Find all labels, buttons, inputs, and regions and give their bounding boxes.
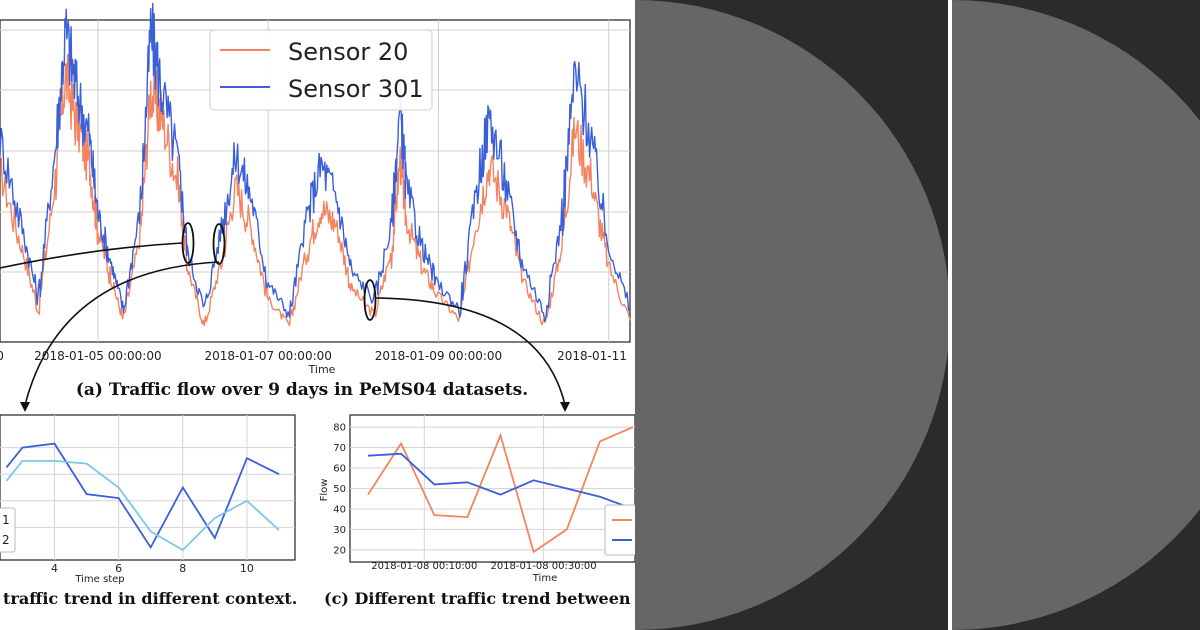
chart-b-frame (0, 414, 296, 561)
chart-b-caption: traffic trend in different context. (3, 589, 297, 608)
x-tick-label: 2018-01-07 00:00:00 (204, 349, 331, 363)
x-tick-label: 4 (51, 562, 58, 575)
chart-a-annotations (0, 222, 570, 412)
series-line-b-1 (5, 442, 280, 550)
annotation-ellipse-1 (181, 222, 195, 264)
annotation-arrow-left (0, 242, 183, 269)
y-tick-label: 80 (333, 423, 346, 434)
half-disc-2 (952, 0, 1200, 630)
chart-a-caption: (a) Traffic flow over 9 days in PeMS04 d… (76, 380, 528, 400)
chart-b-xlabel: Time step (74, 574, 124, 585)
y-tick-label: 70 (333, 443, 346, 454)
x-tick-label: 2018-01-11 (557, 349, 627, 363)
series-line-sensor-301 (0, 2, 631, 323)
chart-b: 1 2 4 6 8 10 Time step traffic trend in … (0, 414, 297, 608)
chart-c-xlabel: Time (532, 573, 557, 584)
chart-c-caption: (c) Different traffic trend between (324, 589, 631, 608)
legend-sensor-301: Sensor 301 (288, 75, 424, 103)
legend-box-b (0, 507, 16, 553)
chart-c-legend (604, 504, 641, 556)
right-placeholder-panels (635, 0, 1200, 630)
x-tick-label: 2018-01-08 00:30:00 (490, 561, 596, 572)
annotation-ellipse-3 (363, 279, 377, 321)
chart-a-xlabel: Time (308, 363, 336, 376)
chart-c-lines (367, 426, 634, 554)
y-tick-label: 60 (333, 464, 346, 475)
annotation-arrow-b (24, 261, 220, 406)
arrowhead-b (20, 402, 30, 412)
annotation-arrow-c (375, 297, 566, 406)
x-tick-label: 2018-01-09 00:00:00 (375, 349, 502, 363)
half-disc-1 (635, 0, 950, 630)
series-line-b-2 (5, 459, 280, 552)
chart-c-yticks: 20 30 40 50 60 70 80 (333, 423, 346, 557)
arrowhead-c (560, 402, 570, 412)
x-tick-0-partial: 0 (0, 349, 4, 363)
legend-b-2: 2 (2, 533, 10, 547)
annotation-ellipse-2 (212, 223, 226, 265)
x-tick-label: 2018-01-08 00:10:00 (371, 561, 477, 572)
y-tick-label: 20 (333, 545, 346, 556)
chart-a: Sensor 20 Sensor 301 0 2018-01-05 00:00:… (0, 2, 631, 412)
series-line-c-1 (367, 426, 634, 554)
series-line-sensor-20 (0, 53, 631, 327)
series-line-c-2 (367, 452, 634, 510)
chart-b-lines (5, 442, 280, 552)
x-tick-label: 6 (115, 562, 122, 575)
x-tick-label: 10 (240, 562, 254, 575)
chart-c-ylabel: Flow (319, 479, 330, 502)
panel-divider (948, 0, 952, 630)
chart-a-lines (0, 2, 631, 327)
x-tick-label: 2018-01-05 00:00:00 (34, 349, 161, 363)
y-tick-label: 30 (333, 525, 346, 536)
legend-b-1: 1 (2, 513, 10, 527)
y-tick-label: 50 (333, 484, 346, 495)
chart-c-grid (350, 415, 635, 562)
legend-box-c (604, 504, 641, 556)
x-tick-label: 8 (179, 562, 186, 575)
chart-b-legend: 1 2 (0, 507, 16, 553)
legend-sensor-20: Sensor 20 (288, 38, 408, 66)
y-tick-label: 40 (333, 504, 346, 515)
chart-a-legend: Sensor 20 Sensor 301 (209, 29, 433, 111)
